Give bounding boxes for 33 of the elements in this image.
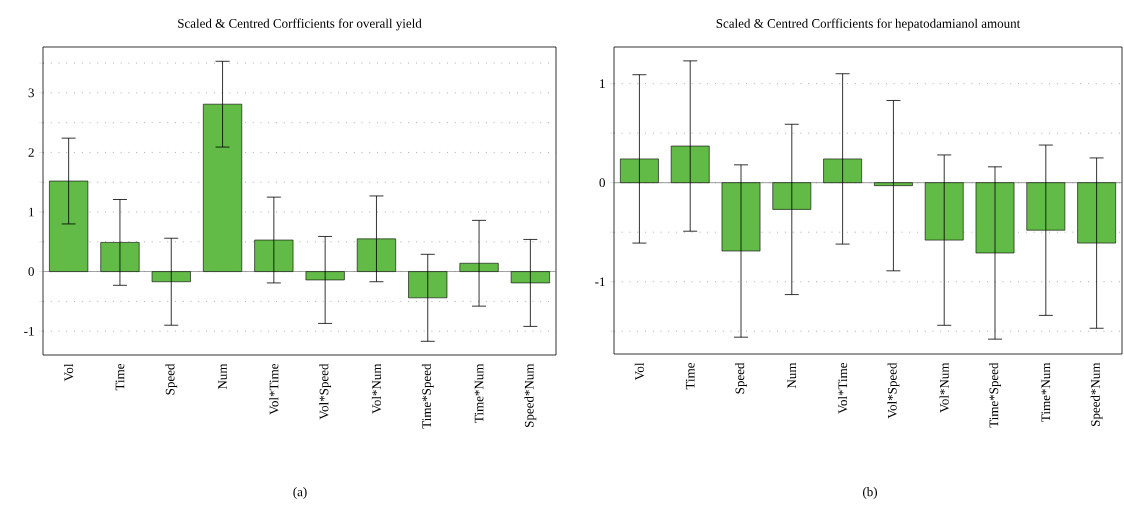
x-tick-label: Speed*Num [524, 363, 537, 427]
y-tick-label: -1 [595, 277, 605, 286]
x-tick-label: Speed [165, 363, 178, 395]
x-tick-label: Vol [634, 362, 645, 381]
x-tick-label: Time*Num [1041, 362, 1051, 422]
x-tick-label: Vol*Time [838, 362, 848, 414]
x-tick-label: Vol*Speed [319, 363, 332, 420]
x-tick-label: Time [685, 362, 695, 390]
x-tick-label: Time*Num [474, 363, 484, 423]
y-tick-label: -1 [24, 326, 34, 336]
x-tick-label: Vol [64, 363, 74, 382]
x-tick-label: Vol*Num [939, 362, 949, 413]
text: (a) [293, 487, 307, 499]
y-tick-label: 0 [599, 178, 605, 188]
x-tick-label: Time [115, 363, 125, 391]
bar [203, 103, 243, 272]
x-tick-label: Time*Speed [421, 363, 434, 429]
y-tick-label: 3 [28, 88, 34, 98]
y-tick-label: 2 [28, 148, 34, 157]
x-tick-label: Speed*Num [1090, 362, 1103, 426]
x-tick-label: Vol*Num [371, 363, 382, 414]
x-tick-label: Vol*Speed [887, 362, 900, 419]
y-tick-label: 1 [29, 207, 34, 217]
chart-title: Scaled & Centred Corfficients for overall yield [178, 18, 422, 31]
text: (b) [863, 487, 878, 499]
x-tick-label: Time*Speed [989, 362, 1001, 428]
y-tick-label: 0 [28, 267, 34, 276]
x-tick-label: Num [787, 362, 797, 389]
y-tick-label: 1 [600, 79, 605, 88]
chart-title: Scaled & Centred Corfficients for hepatodamianol amount [716, 18, 1021, 31]
x-tick-label: Vol*Time [269, 363, 279, 415]
x-tick-label: Speed [735, 362, 747, 394]
x-tick-label: Num [218, 363, 227, 390]
